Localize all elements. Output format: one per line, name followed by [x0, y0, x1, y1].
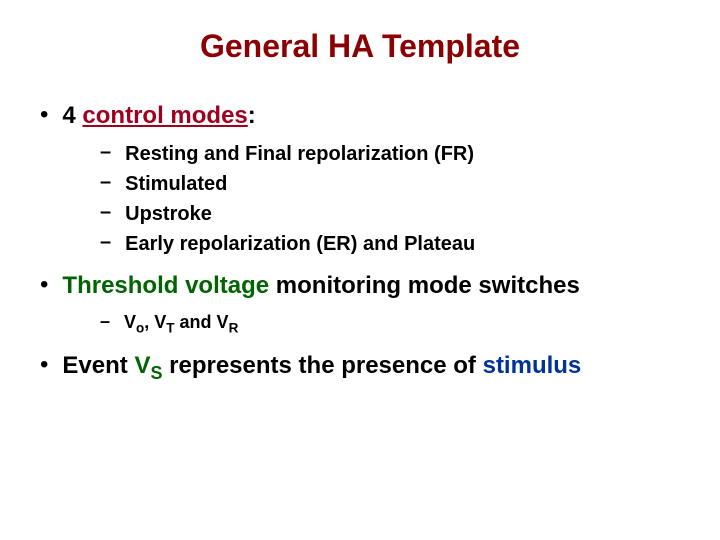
text-run: V: [124, 312, 136, 332]
bullet-text: Threshold voltage monitoring mode switch…: [62, 271, 579, 301]
text-run: stimulus: [483, 352, 582, 379]
text-run: Threshold voltage: [62, 272, 269, 299]
bullet-dot: •: [40, 101, 48, 130]
bullet-level-2: –Early repolarization (ER) and Plateau: [100, 231, 680, 257]
text-run: Upstroke: [125, 203, 212, 225]
bullet-text: Upstroke: [125, 201, 212, 227]
bullet-text: Vo, VT and VR: [124, 311, 238, 337]
bullet-text: Early repolarization (ER) and Plateau: [125, 231, 475, 257]
slide-content: •4 control modes:–Resting and Final repo…: [40, 101, 680, 384]
slide-title: General HA Template: [40, 28, 680, 65]
bullet-level-1: • 4 control modes:: [40, 101, 680, 131]
bullet-dot: •: [40, 271, 48, 300]
bullet-level-1: • Threshold voltage monitoring mode switc…: [40, 271, 680, 301]
bullet-dash: –: [100, 171, 111, 194]
bullet-text: Event VS represents the presence of stim…: [62, 351, 581, 384]
bullet-level-2: –Stimulated: [100, 171, 680, 197]
text-run: :: [248, 102, 256, 129]
bullet-text: Stimulated: [125, 171, 227, 197]
text-run: represents the presence of: [162, 352, 482, 379]
text-run: control modes: [82, 102, 247, 129]
text-run: monitoring mode switches: [269, 272, 580, 299]
bullet-dash: –: [100, 201, 111, 224]
bullet-dot: •: [40, 351, 48, 380]
bullet-text: Resting and Final repolarization (FR): [125, 141, 474, 167]
bullet-level-2: –Resting and Final repolarization (FR): [100, 141, 680, 167]
text-run: Resting and Final repolarization (FR): [125, 143, 474, 165]
text-run: Event: [62, 352, 134, 379]
text-run: and V: [175, 312, 229, 332]
text-run: T: [166, 321, 174, 336]
text-run: R: [229, 321, 239, 336]
text-run: , V: [144, 312, 166, 332]
bullet-text: 4 control modes:: [62, 101, 255, 131]
text-run: S: [150, 363, 162, 383]
bullet-dash: –: [100, 231, 111, 254]
bullet-level-2: –Vo, VT and VR: [100, 311, 680, 337]
bullet-dash: –: [100, 141, 111, 164]
bullet-level-2: –Upstroke: [100, 201, 680, 227]
slide: General HA Template •4 control modes:–Re…: [0, 0, 720, 540]
bullet-dash: –: [100, 311, 110, 332]
text-run: 4: [62, 102, 82, 129]
text-run: V: [134, 352, 150, 379]
bullet-level-1: • Event VS represents the presence of sti…: [40, 351, 680, 384]
text-run: Stimulated: [125, 173, 227, 195]
text-run: Early repolarization (ER) and Plateau: [125, 233, 475, 255]
